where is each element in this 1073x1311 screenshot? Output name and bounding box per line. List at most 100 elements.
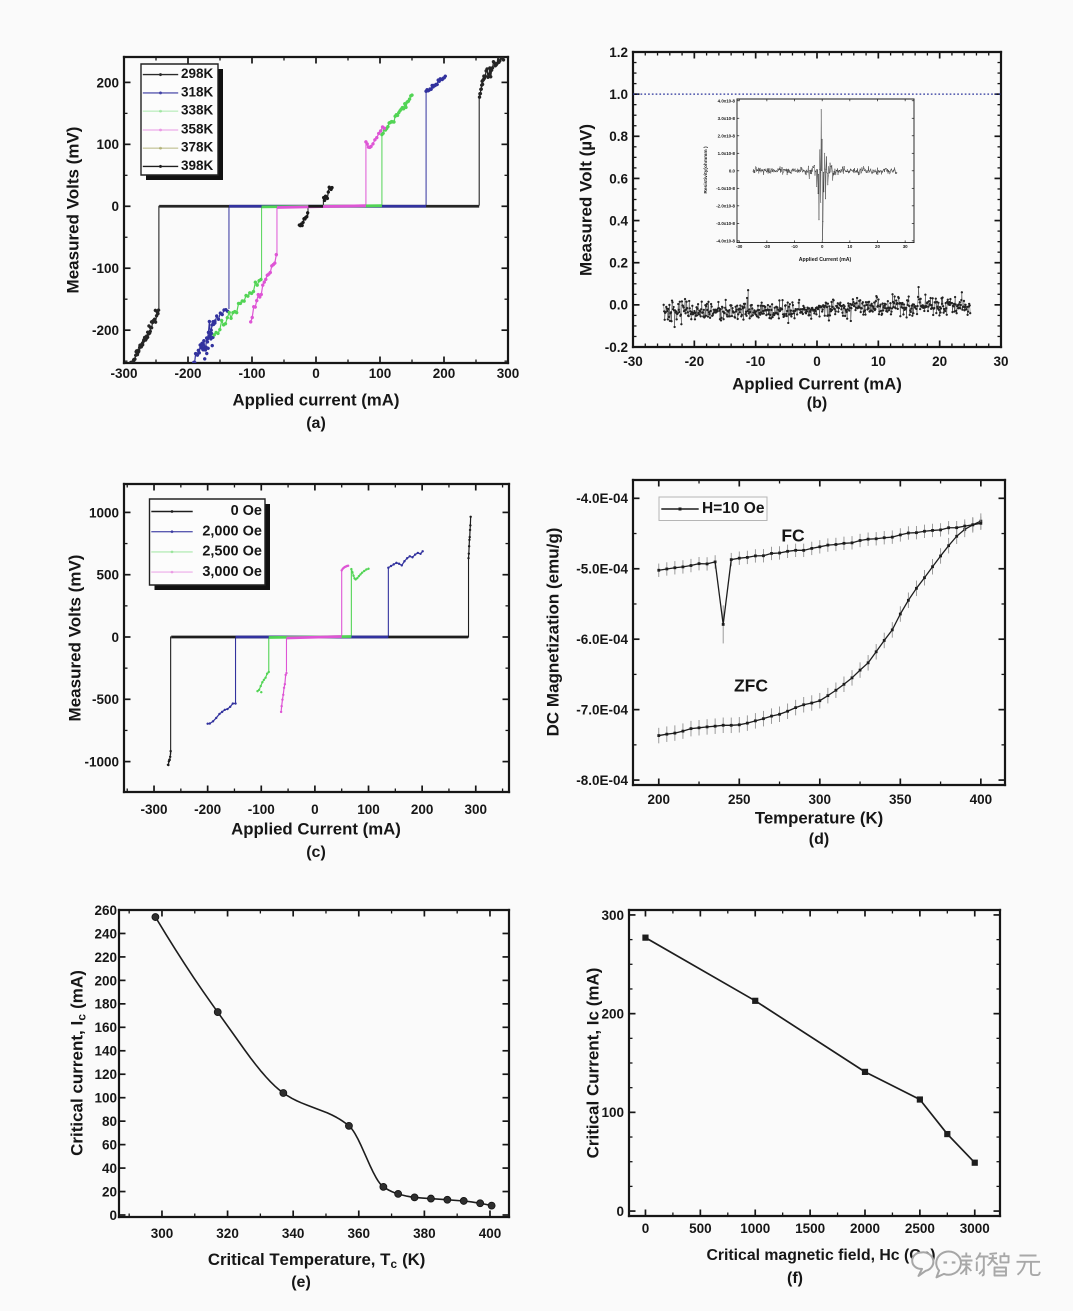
svg-text:0: 0	[111, 199, 119, 214]
svg-text:Resistivity(ohmmm ): Resistivity(ohmmm )	[703, 146, 709, 194]
svg-text:100: 100	[601, 1105, 624, 1120]
svg-text:80: 80	[102, 1114, 117, 1129]
svg-text:120: 120	[94, 1067, 117, 1082]
svg-text:-30: -30	[736, 244, 743, 249]
svg-text:200: 200	[96, 75, 119, 90]
svg-text:0: 0	[821, 244, 824, 249]
svg-text:4.0x10-8: 4.0x10-8	[718, 98, 736, 103]
svg-text:-200: -200	[174, 366, 201, 381]
svg-text:300: 300	[497, 366, 520, 381]
svg-text:500: 500	[689, 1221, 712, 1236]
svg-text:-4.0x10-8: -4.0x10-8	[716, 238, 735, 243]
svg-text:2,500 Oe: 2,500 Oe	[202, 544, 262, 560]
svg-text:20: 20	[875, 244, 880, 249]
svg-text:298K: 298K	[181, 66, 214, 81]
svg-text:1.2: 1.2	[609, 45, 628, 60]
svg-text:500: 500	[96, 568, 119, 583]
svg-text:30: 30	[903, 244, 908, 249]
svg-text:-10: -10	[746, 354, 766, 369]
svg-text:0.4: 0.4	[609, 213, 628, 228]
svg-text:-0.2: -0.2	[605, 340, 628, 355]
svg-text:-30: -30	[623, 354, 643, 369]
svg-text:100: 100	[369, 366, 392, 381]
svg-text:-2.0x10-8: -2.0x10-8	[716, 203, 735, 208]
svg-text:-100: -100	[238, 366, 265, 381]
svg-text:0.8: 0.8	[609, 129, 628, 144]
svg-text:(d): (d)	[809, 831, 829, 848]
svg-text:-1.0x10-8: -1.0x10-8	[716, 186, 735, 191]
svg-text:0: 0	[312, 366, 320, 381]
svg-text:C r i t i: C r i t i c a l c u r r e n t , I ( m A …	[68, 966, 89, 1156]
svg-text:300: 300	[464, 802, 487, 817]
svg-text:0: 0	[813, 354, 821, 369]
svg-text:-300: -300	[141, 802, 168, 817]
svg-text:20: 20	[102, 1184, 117, 1199]
svg-text:2500: 2500	[905, 1221, 935, 1236]
svg-text:358K: 358K	[181, 121, 214, 136]
svg-text:260: 260	[94, 903, 117, 918]
svg-text:340: 340	[282, 1226, 305, 1241]
svg-text:400: 400	[479, 1226, 502, 1241]
svg-text:360: 360	[348, 1226, 371, 1241]
svg-text:10: 10	[847, 244, 852, 249]
svg-text:300: 300	[601, 908, 624, 923]
svg-text:(b): (b)	[807, 395, 827, 412]
svg-text:200: 200	[94, 973, 117, 988]
svg-text:100: 100	[96, 137, 119, 152]
svg-text:C r i t i: C r i t i c a l T e m p e r a t u r e , …	[208, 1250, 430, 1271]
svg-text:140: 140	[94, 1044, 117, 1059]
svg-text:2,000 Oe: 2,000 Oe	[202, 523, 262, 539]
svg-text:FC: FC	[781, 526, 805, 546]
svg-text:200: 200	[648, 792, 671, 807]
svg-text:0.0: 0.0	[609, 298, 628, 313]
svg-text:-1000: -1000	[84, 754, 119, 769]
svg-text:378K: 378K	[181, 140, 214, 155]
svg-text:1500: 1500	[795, 1221, 825, 1236]
svg-text:(a): (a)	[306, 415, 326, 432]
svg-text:180: 180	[94, 997, 117, 1012]
svg-text:100: 100	[94, 1091, 117, 1106]
svg-text:3000: 3000	[960, 1221, 990, 1236]
svg-text:0.6: 0.6	[609, 171, 628, 186]
svg-text:Applied Current (mA): Applied Current (mA)	[231, 819, 401, 838]
svg-text:200: 200	[433, 366, 456, 381]
svg-text:H=10 Oe: H=10 Oe	[702, 500, 765, 517]
svg-text:318K: 318K	[181, 84, 214, 99]
svg-text:1.0x10-8: 1.0x10-8	[718, 151, 736, 156]
svg-text:ZFC: ZFC	[734, 676, 768, 696]
svg-text:40: 40	[102, 1161, 117, 1176]
svg-text:380: 380	[413, 1226, 436, 1241]
svg-text:200: 200	[411, 802, 434, 817]
svg-text:-200: -200	[194, 802, 221, 817]
svg-text:220: 220	[94, 950, 117, 965]
svg-text:-5.0E-04: -5.0E-04	[576, 562, 628, 577]
svg-text:2.0x10-8: 2.0x10-8	[718, 133, 736, 138]
svg-text:-20: -20	[685, 354, 705, 369]
svg-text:Critical magnetic field, Hc (O: Critical magnetic field, Hc (Oe)	[706, 1247, 935, 1264]
svg-text:0: 0	[111, 630, 119, 645]
svg-text:0: 0	[616, 1204, 624, 1219]
svg-text:-20: -20	[764, 244, 771, 249]
svg-text:320: 320	[216, 1226, 239, 1241]
svg-text:200: 200	[601, 1007, 624, 1022]
svg-text:1.0: 1.0	[609, 87, 628, 102]
svg-text:Applied Current (mA): Applied Current (mA)	[799, 257, 852, 263]
svg-text:Measured Volt (µV): Measured Volt (µV)	[576, 124, 595, 276]
svg-text:Measured Volts (mV): Measured Volts (mV)	[65, 555, 84, 722]
svg-text:(f): (f)	[787, 1270, 803, 1287]
svg-text:0.0: 0.0	[729, 168, 736, 173]
svg-text:0 Oe: 0 Oe	[231, 503, 262, 519]
svg-text:-7.0E-04: -7.0E-04	[576, 703, 628, 718]
svg-text:Critical Current, Ic (mA): Critical Current, Ic (mA)	[583, 968, 602, 1159]
svg-text:0: 0	[311, 802, 319, 817]
svg-text:Measured Volts (mV): Measured Volts (mV)	[63, 127, 82, 294]
svg-text:0.2: 0.2	[609, 256, 628, 271]
svg-text:Applied current (mA): Applied current (mA)	[233, 390, 400, 409]
svg-text:-100: -100	[92, 261, 119, 276]
svg-text:-4.0E-04: -4.0E-04	[576, 491, 628, 506]
svg-text:Temperature (K): Temperature (K)	[755, 808, 883, 827]
svg-text:350: 350	[889, 792, 912, 807]
svg-text:-300: -300	[110, 366, 137, 381]
svg-text:2000: 2000	[850, 1221, 880, 1236]
svg-text:0: 0	[642, 1221, 650, 1236]
